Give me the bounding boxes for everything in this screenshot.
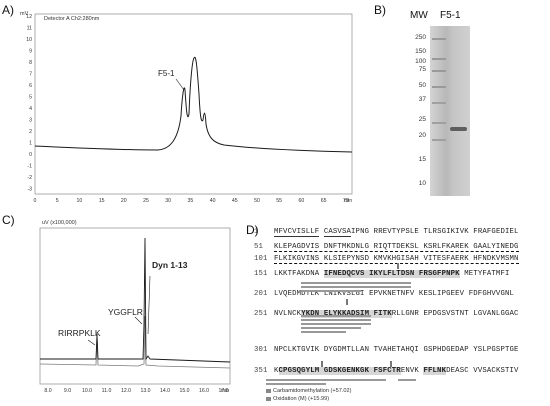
mw-marker-50: 50 <box>418 82 426 89</box>
x-tick-8.0: 8.0 <box>44 388 51 394</box>
mw-marker-10: 10 <box>418 180 426 187</box>
y-tick-9: 9 <box>29 49 32 55</box>
y-tick-1: 1 <box>29 141 32 147</box>
mw-marker-25: 25 <box>418 116 426 123</box>
x-tick-0: 0 <box>34 198 37 204</box>
y-tick-4: 4 <box>29 106 32 112</box>
chromatogram-trace <box>34 56 353 153</box>
x-tick-60: 60 <box>299 198 305 204</box>
peak-pointer <box>175 78 185 91</box>
legend-oxidation: Oxidation (M) (+15.99) <box>266 396 329 402</box>
x-tick-16.0: 16.0 <box>199 388 209 394</box>
y-tick-6: 6 <box>29 83 32 89</box>
mw-marker-150: 150 <box>415 48 426 55</box>
sequence-line-101: 101 FLKIKGVINS KLSIEPYNSD KMVKHGISAH VITE… <box>254 255 519 264</box>
x-tick-12.0: 12.0 <box>121 388 131 394</box>
mw-marker-20: 20 <box>418 132 426 139</box>
lane-label-mw: MW <box>410 10 428 21</box>
y-tick--2: -2 <box>27 175 32 181</box>
gel-panel: MW F5-1 250 150 100 75 50 37 25 20 15 10 <box>398 10 538 200</box>
y-tick--1: -1 <box>27 164 32 170</box>
x-tick-65: 65 <box>321 198 327 204</box>
panel-label-a: A) <box>2 3 14 17</box>
y-tick--3: -3 <box>27 187 32 193</box>
legend-carbamidomethylation: Carbamidomethylation (+57.02) <box>266 388 352 394</box>
y-tick-10: 10 <box>26 37 32 43</box>
trace-lower <box>39 315 231 369</box>
y-tick-11: 11 <box>27 26 32 32</box>
x-tick-40: 40 <box>210 198 216 204</box>
sequence-line-1: 1 MFVCVISLLF CASVSAIPNG RREVTYPSLE TLRSGI… <box>254 228 519 237</box>
plot-frame <box>34 13 353 195</box>
y-tick-2: 2 <box>29 129 32 135</box>
x-tick-35: 35 <box>188 198 194 204</box>
sequence-line-201: 201 LVQEDMDTLK LNIKVSLGI EPVKNETNFV KESLI… <box>254 290 515 298</box>
sequence-line-51: 51 KLEPAGDVIS DNFTMKDNLG RIQTTDEKSL KSRLF… <box>254 243 519 252</box>
peak-label-yggflr: YGGFLR <box>108 307 143 317</box>
mw-marker-15: 15 <box>418 156 426 163</box>
chromatogram-a: mV Detector A Ch2:280nm 1211109876543210… <box>20 11 353 204</box>
panel-label-d: D) <box>246 223 259 237</box>
x-tick-15: 15 <box>99 198 105 204</box>
x-tick-55: 55 <box>276 198 282 204</box>
x-tick-70: 70 <box>343 198 349 204</box>
x-tick-5: 5 <box>56 198 59 204</box>
x-tick-45: 45 <box>232 198 238 204</box>
y-unit-c: uV (x100,000) <box>42 220 77 226</box>
sequence-line-351: 351 KCPGSQGYLM GDSKGENKGK FSFCTRENVK FFLN… <box>254 367 519 375</box>
x-tick-13.0: 13.0 <box>140 388 150 394</box>
trace-upper <box>40 237 231 363</box>
x-unit: min <box>344 198 352 204</box>
peak-label-f5-1: F5-1 <box>158 69 175 78</box>
x-tick-labels-c: 8.0 9.0 10.0 11.0 12.0 13.0 14.0 15.0 16.0 17.0mi… <box>44 388 229 394</box>
panel-label-b: B) <box>374 3 386 17</box>
y-tick-5: 5 <box>29 95 32 101</box>
y-tick-8: 8 <box>29 60 32 66</box>
x-tick-50: 50 <box>254 198 260 204</box>
x-tick-15.0: 15.0 <box>179 388 189 394</box>
y-tick-0: 0 <box>29 152 32 158</box>
sequence-line-301: 301 NPCLKTGVIK DYGDMTLLAN TVAHETAHQI GSPH… <box>254 346 519 354</box>
chromatogram-c: uV (x100,000) 8.0 9.0 10.0 11.0 12.0 13.0 14.0… <box>39 220 231 394</box>
gel-image <box>430 26 470 196</box>
lane-label-f5-1: F5-1 <box>440 10 461 21</box>
sequence-line-251: 251 NVLNCKYKDN ELYKKADSIM FITKRLLGNR EPDG… <box>254 310 519 318</box>
x-tick-9.0: 9.0 <box>64 388 71 394</box>
panel-label-c: C) <box>2 213 15 227</box>
x-tick-30: 30 <box>165 198 171 204</box>
mw-marker-75: 75 <box>418 66 426 73</box>
y-tick-3: 3 <box>29 118 32 124</box>
y-tick-7: 7 <box>29 72 32 78</box>
peak-label-rirrpklk: RIRRPKLK <box>58 328 101 338</box>
y-unit: mV <box>20 11 29 17</box>
peak-label-dyn: Dyn 1-13 <box>152 260 188 270</box>
f5-1-band <box>450 127 467 131</box>
detector-label: Detector A Ch2:280nm <box>44 16 100 22</box>
x-tick-11.0: 11.0 <box>102 388 112 394</box>
x-tick-25: 25 <box>143 198 149 204</box>
x-tick-10.0: 10.0 <box>82 388 92 394</box>
x-tick-14.0: 14.0 <box>160 388 170 394</box>
y-tick-12: 12 <box>26 14 32 20</box>
x-tick-17.0: 17.0 <box>218 388 228 394</box>
x-tick-10: 10 <box>77 198 83 204</box>
plot-frame-c <box>39 227 231 385</box>
x-tick-20: 20 <box>121 198 127 204</box>
mw-marker-250: 250 <box>415 34 426 41</box>
mw-marker-37: 37 <box>418 96 426 103</box>
x-unit-c: min <box>221 388 229 394</box>
sequence-line-151: 151 LKKTFAKDNA IFNEDQCVS IKYLFLTDSN FRSGF… <box>254 270 510 278</box>
mw-marker-100: 100 <box>415 58 426 65</box>
